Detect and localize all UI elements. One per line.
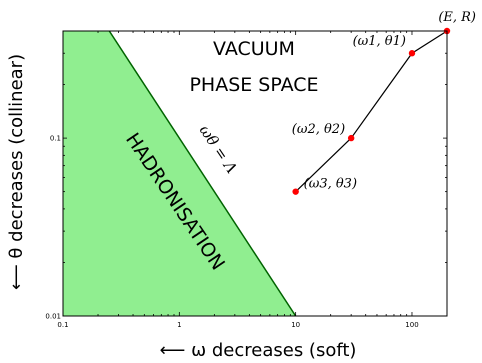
plot-frame: [62, 30, 448, 317]
boundary-line: [108, 30, 297, 317]
y-tick-label: 0.1: [50, 135, 61, 143]
emission-point-label: (ω2, θ2): [292, 122, 345, 137]
x-axis-label: ⟵ ω decreases (soft): [160, 340, 357, 361]
vacuum-label-line1: VACUUM: [213, 38, 295, 60]
vacuum-label-line2: PHASE SPACE: [189, 74, 318, 96]
emission-path: [295, 30, 448, 193]
emission-point-label: (ω1, θ1): [353, 34, 406, 49]
emission-point: [347, 134, 355, 142]
y-tick-label: 0.01: [45, 313, 61, 321]
emission-point-label: (ω3, θ3): [304, 177, 357, 192]
emission-point: [292, 188, 299, 195]
emission-point: [408, 50, 416, 57]
x-tick-label: 0.1: [57, 321, 68, 329]
boundary-label: ωθ = Λ: [196, 122, 241, 177]
y-axis-label: ⟵ θ decreases (collinear): [6, 54, 27, 290]
hadronisation-region: [63, 31, 296, 316]
emission-point-label: (E, R): [438, 10, 476, 25]
x-tick-label: 10: [291, 321, 300, 329]
x-tick-label: 1: [177, 321, 181, 329]
x-tick-label: 100: [405, 321, 418, 329]
